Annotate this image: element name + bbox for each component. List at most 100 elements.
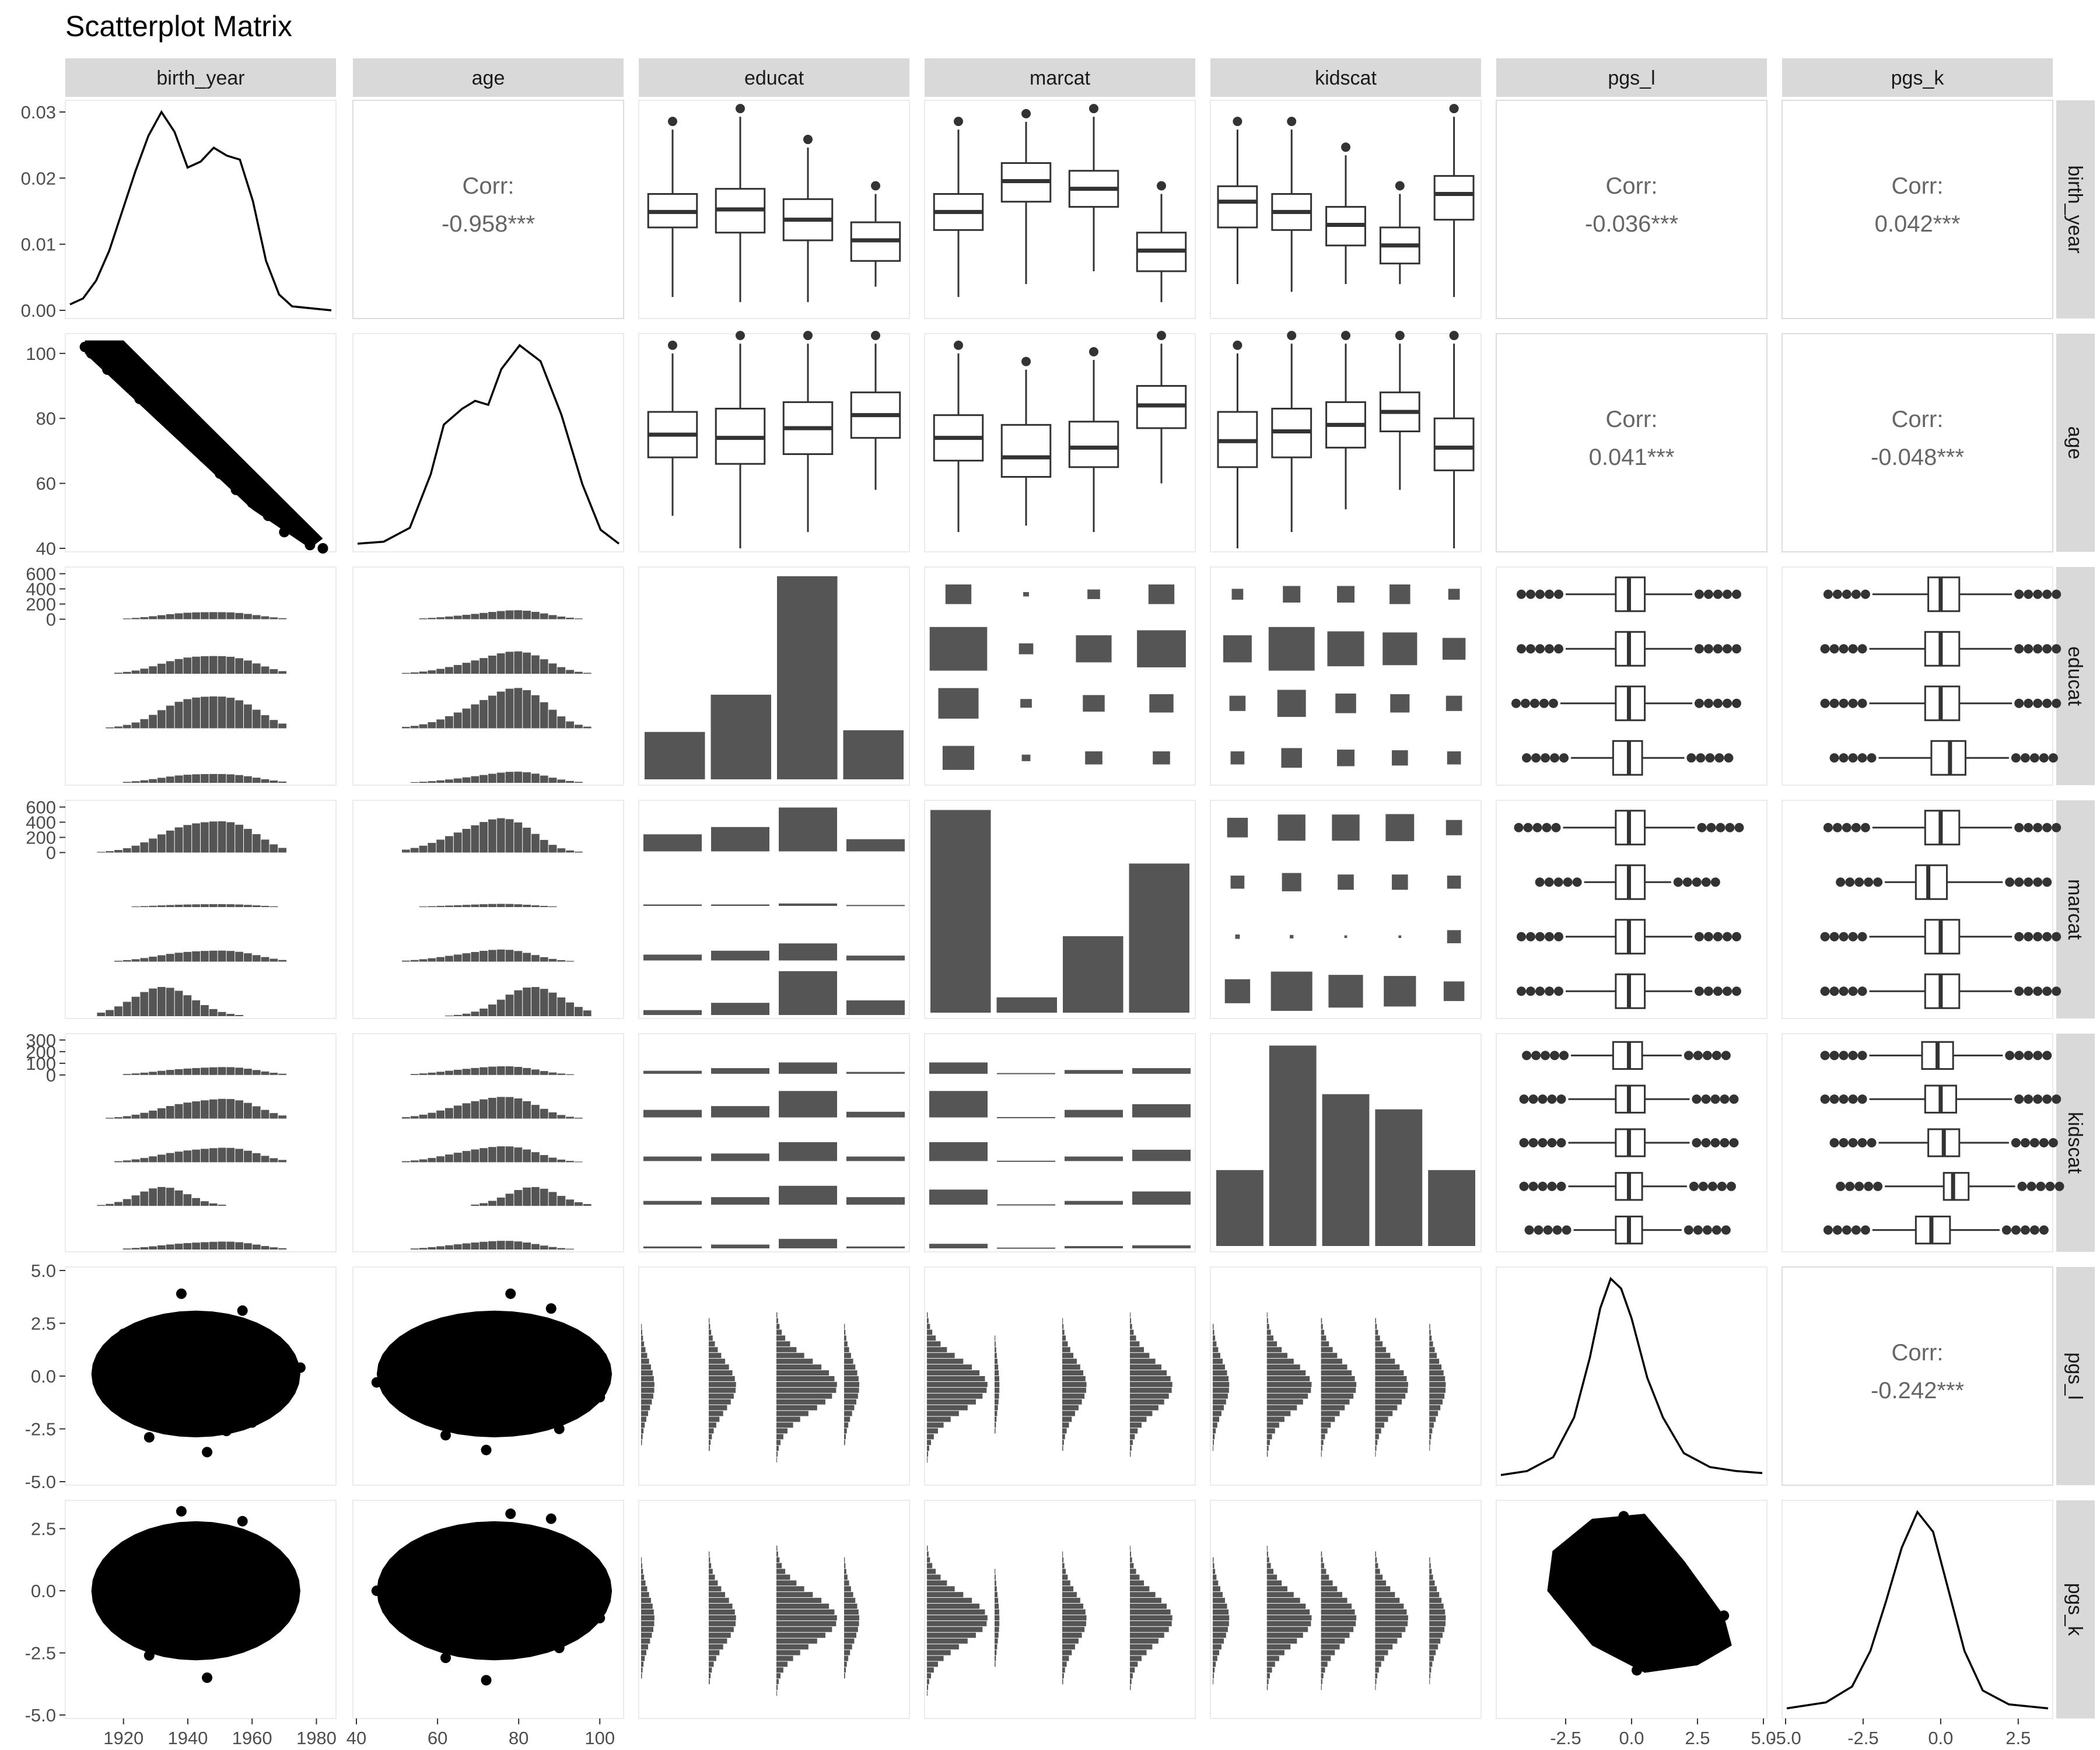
shist-pgsk-kidscat-0-22 [1213,1632,1226,1638]
bar-kidscat-3 [1375,1109,1423,1246]
shist-pgsk-marcat-1-17 [995,1604,999,1609]
hist-kidscat-by-4-12 [174,1244,183,1250]
shist-pgsk-educat-0-24 [641,1644,649,1650]
shist-pgsl-marcat-1-26 [995,1422,996,1428]
houtlier-l-pgsk-educat-0-2 [1842,589,1852,599]
shist-pgsk-kidscat-4-28 [1429,1667,1432,1673]
point-by-pgsk-14 [144,1650,155,1661]
shist-pgsk-marcat-1-18 [995,1609,999,1615]
houtlier-r-pgsl-kidscat-4-1 [1693,1225,1703,1235]
houtlier-r-pgsl-kidscat-3-4 [1726,1181,1736,1191]
hist-kidscat-age-1-22 [548,1112,557,1119]
shist-pgsk-educat-1-21 [709,1626,734,1632]
shist-pgsk-educat-2-8 [776,1551,778,1557]
hist-educat-age-0-8 [428,618,436,620]
shist-pgsl-marcat-0-23 [927,1405,968,1410]
shist-pgsk-marcat-3-13 [1130,1580,1144,1586]
shist-pgsl-kidscat-2-17 [1321,1370,1352,1376]
shist-pgsk-kidscat-2-14 [1321,1586,1338,1592]
hist-kidscat-by-0-19 [235,1068,243,1075]
fbar-kidscat-marcat-2-3 [1132,1149,1191,1161]
hist-educat-age-0-19 [523,610,531,620]
point-by-age-9 [215,468,226,479]
fbar-kidscat-marcat-4-0 [929,1244,988,1248]
fbar-kidscat-educat-1-0 [643,1110,702,1118]
shist-pgsl-marcat-0-21 [927,1393,983,1399]
houtlier-l-pgsl-educat-2-4 [1511,698,1521,708]
shist-pgsk-educat-1-24 [709,1644,723,1650]
shist-pgsl-kidscat-1-19 [1266,1381,1312,1387]
hist-educat-age-3-23 [557,779,566,783]
fbar-kidscat-marcat-1-3 [1132,1104,1191,1118]
hist-marcat-age-2-23 [557,960,566,962]
hist-kidscat-age-0-16 [496,1066,505,1075]
shist-pgsl-educat-0-14 [641,1353,648,1359]
ytick-label-age-2: 80 [36,408,56,429]
shist-pgsl-educat-2-12 [776,1341,790,1347]
shist-pgsl-kidscat-3-9 [1375,1324,1377,1329]
shist-pgsk-marcat-2-29 [1062,1673,1064,1679]
hist-marcat-by-0-5 [114,850,123,853]
shist-pgsk-educat-3-27 [844,1661,847,1667]
shist-pgsk-marcat-0-32 [927,1690,928,1696]
hist-kidscat-age-3-16 [496,1197,505,1206]
strip-right-birth_year [2056,100,2095,318]
hist-kidscat-by-2-8 [140,1158,149,1163]
shist-pgsl-marcat-3-17 [1130,1370,1167,1376]
shist-pgsl-kidscat-2-16 [1321,1364,1348,1370]
houtlier-r-pgsk-kidscat-4-2 [2020,1225,2030,1235]
houtlier-l-pgsl-educat-1-1 [1545,644,1554,654]
houtlier-l-pgsk-marcat-3-2 [1839,986,1849,996]
shist-pgsk-kidscat-4-26 [1429,1656,1434,1661]
shist-pgsl-educat-0-13 [641,1347,646,1353]
hist-kidscat-by-0-15 [201,1068,209,1075]
point-by-pgsl-19 [188,1354,200,1365]
shist-pgsk-kidscat-2-20 [1321,1620,1356,1626]
hist-marcat-by-1-10 [158,905,166,907]
tile-marcat-kidscat-1-3 [1391,874,1408,890]
hist-educat-by-1-18 [226,656,235,674]
hist-kidscat-age-2-13 [471,1149,480,1163]
hist-kidscat-by-4-15 [201,1242,209,1250]
fbar-marcat-educat-0-3 [846,839,905,852]
strip-top-educat [639,58,909,97]
houtlier-r-pgsk-educat-1-4 [2052,644,2062,654]
point-pgsl-pgsk-4 [1613,1563,1624,1574]
houtlier-r-pgsk-kidscat-3-0 [2017,1181,2027,1191]
shist-pgsl-marcat-3-27 [1130,1428,1138,1434]
fbar-kidscat-educat-0-1 [711,1068,769,1074]
hist-marcat-by-1-20 [244,905,252,907]
shist-pgsk-marcat-3-16 [1130,1598,1161,1604]
houtlier-l-pgsl-educat-1-0 [1554,644,1563,654]
ytick-label-marcat-0: 0 [46,843,56,863]
point-by-pgsl-14 [202,1447,213,1458]
hist-marcat-by-2-13 [183,951,192,962]
bar-marcat-3 [1129,863,1189,1013]
hist-kidscat-age-3-20 [531,1186,540,1206]
outlier-age-kidscat-3 [1395,331,1405,341]
houtlier-r-pgsk-educat-1-2 [2033,644,2043,654]
hist-educat-by-3-16 [209,774,218,783]
hist-marcat-by-3-17 [218,1012,226,1016]
hist-educat-age-3-18 [514,771,523,783]
point-by-pgsk-13 [202,1672,213,1684]
shist-pgsl-kidscat-1-18 [1266,1376,1310,1381]
shist-pgsl-educat-0-12 [641,1341,645,1347]
hist-marcat-age-2-17 [505,950,514,962]
hist-kidscat-by-1-14 [192,1101,200,1119]
hist-marcat-by-2-17 [218,950,226,962]
houtlier-l-pgsk-educat-1-4 [1820,644,1830,654]
shist-pgsk-marcat-2-14 [1062,1586,1074,1592]
hist-kidscat-age-3-23 [557,1196,566,1206]
shist-pgsk-educat-0-16 [641,1598,651,1604]
hist-educat-age-3-8 [428,781,436,783]
hist-educat-by-1-14 [192,656,200,674]
shist-pgsk-educat-2-19 [776,1615,837,1620]
hist-educat-age-1-17 [505,652,514,674]
hist-kidscat-by-0-22 [261,1071,270,1075]
shist-pgsl-educat-3-13 [844,1347,849,1353]
density-curve-birth_year [69,110,332,312]
shist-pgsk-educat-1-28 [709,1667,712,1673]
tile-educat-marcat-0-0 [945,584,972,604]
hist-kidscat-age-4-12 [462,1243,471,1250]
